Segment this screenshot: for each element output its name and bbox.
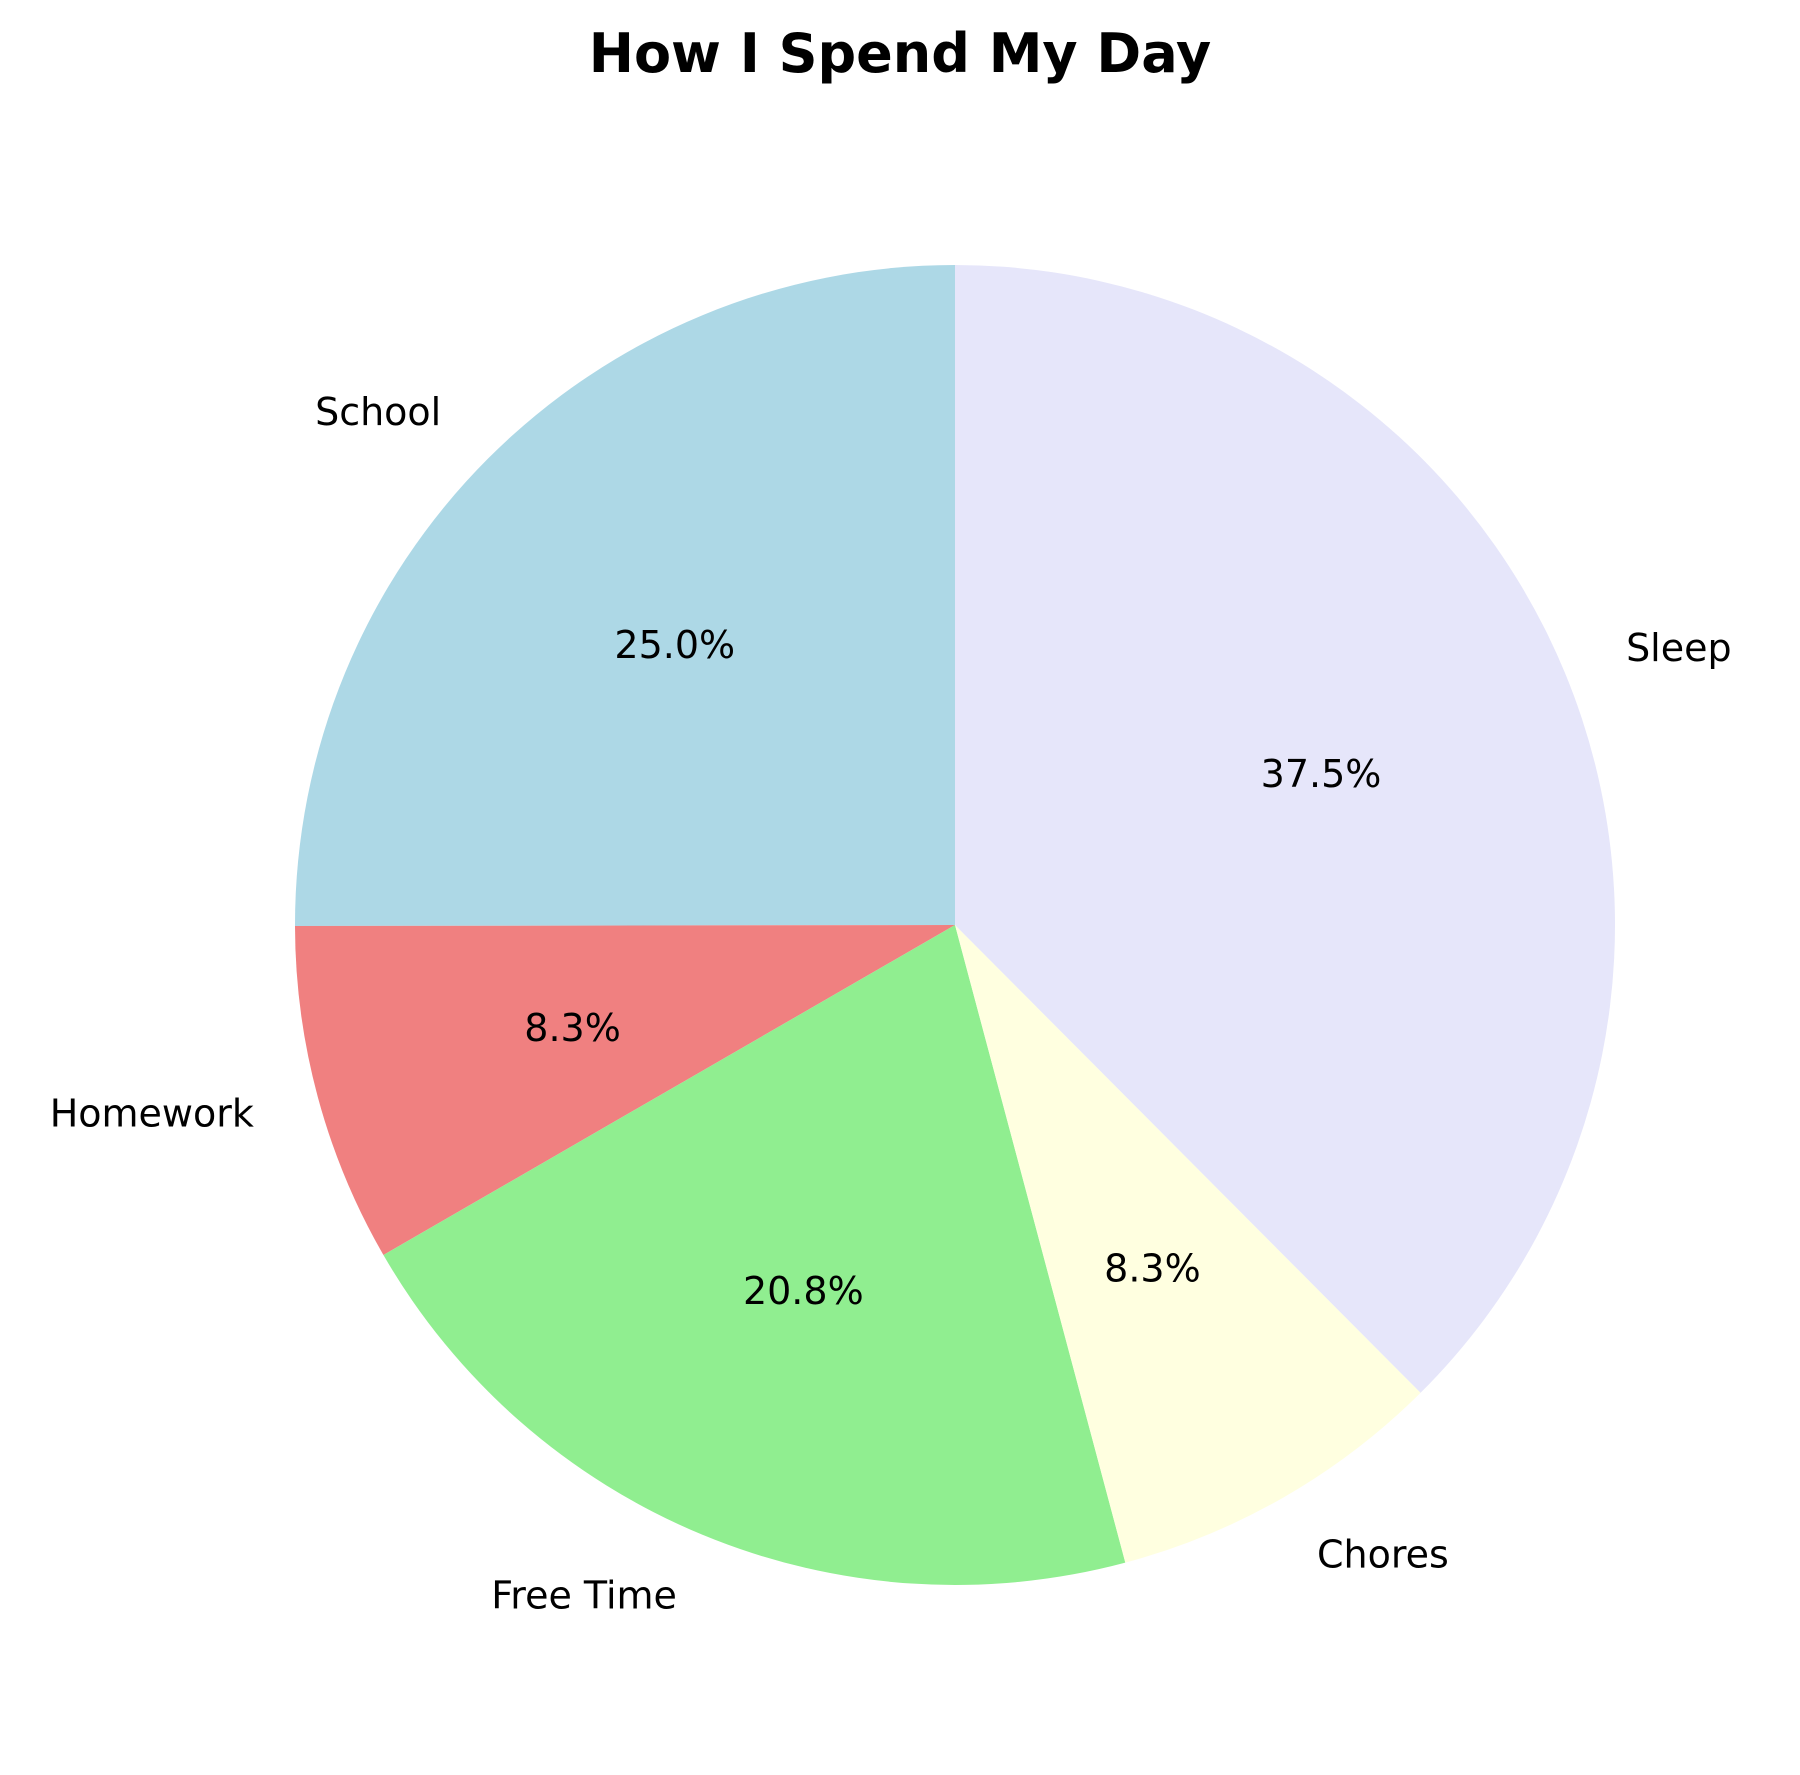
slice-label-free-time: Free Time — [491, 1574, 677, 1618]
slice-pct-label-homework: 8.3% — [524, 1006, 621, 1050]
pie-slice-sleep — [955, 264, 1615, 1393]
pie-slice-chores — [955, 925, 1421, 1563]
chart-title: How I Spend My Day — [588, 22, 1212, 85]
slice-pct-label-school: 25.0% — [614, 623, 735, 667]
pie-slice-school — [295, 265, 955, 927]
slice-label-sleep: Sleep — [1626, 626, 1732, 670]
labels-layer: School 25.0% Homework 8.3% Free Time 20.8% Cho… — [50, 390, 1732, 1618]
slices-layer — [295, 264, 1615, 1585]
slice-pct-label-chores: 8.3% — [1104, 1246, 1201, 1290]
slice-label-school: School — [315, 390, 441, 434]
slice-pct-label-free-time: 20.8% — [743, 1269, 864, 1313]
slice-label-chores: Chores — [1317, 1532, 1449, 1576]
slice-label-homework: Homework — [50, 1091, 254, 1135]
slice-pct-label-sleep: 37.5% — [1261, 752, 1382, 796]
pie-slice-homework — [295, 925, 955, 1255]
pie-slice-free-time — [383, 925, 1126, 1585]
